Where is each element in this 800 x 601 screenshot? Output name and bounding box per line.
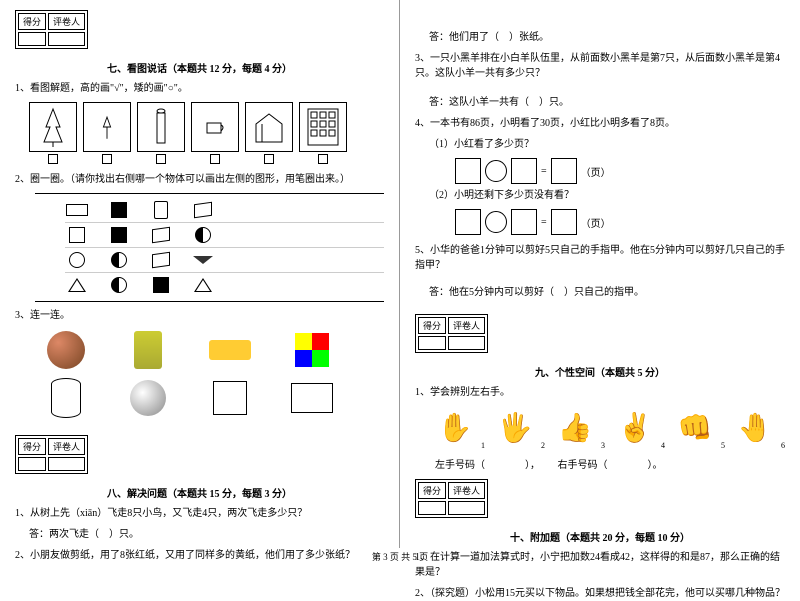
unit-1: （页） xyxy=(581,164,611,179)
hand-icon: ✋ xyxy=(435,406,475,450)
q7-2: 2、圈一圈。（请你找出右侧哪一个物体可以画出左侧的图形，用笔圈出来。） xyxy=(15,172,384,187)
eq-row-1: = （页） xyxy=(455,158,785,184)
q8-1: 1、从树上先（xiān）飞走8只小鸟，又飞走4只，两次飞走多少只？ xyxy=(15,506,384,521)
q8-4-2: （2）小明还剩下多少页没有看？ xyxy=(429,188,785,203)
q8-5-answer: 答：他在5分钟内可以剪好（ ）只自己的指甲。 xyxy=(429,285,785,300)
hand-icon: 👍 xyxy=(555,406,595,450)
hand-icon: ✌ xyxy=(615,406,655,450)
hand-answer: 左手号码（ ）， 右手号码（ ）。 xyxy=(435,456,785,471)
score-box: 得分评卷人 xyxy=(15,10,88,49)
hand-icon: 🤚 xyxy=(735,406,775,450)
q7-1-images xyxy=(29,102,384,164)
hand-icon: 👊 xyxy=(675,406,715,450)
section-8-title: 八、解决问题（本题共 15 分，每题 3 分） xyxy=(15,485,384,500)
unit-2: （页） xyxy=(581,215,611,230)
q8-1-answer: 答：两次飞走（ ）只。 xyxy=(29,527,384,542)
section-7-title: 七、看图说话（本题共 12 分，每题 4 分） xyxy=(15,60,384,75)
eq-row-2: = （页） xyxy=(455,209,785,235)
q10-1: 1、在计算一道加法算式时，小宁把加数24看成42，这样得的和是87，那么正确的结… xyxy=(415,550,785,580)
q8-5: 5、小华的爸爸1分钟可以剪好5只自己的手指甲。他在5分钟内可以剪好几只自己的手指… xyxy=(415,243,785,273)
reviewer-label: 评卷人 xyxy=(48,13,85,30)
q7-3: 3、连一连。 xyxy=(15,308,384,323)
hand-icon: 🖐 xyxy=(495,406,535,450)
q8-4-1: （1）小红看了多少页？ xyxy=(429,137,785,152)
q9-1: 1、学会辨别左右手。 xyxy=(415,385,785,400)
q7-1: 1、看图解题，高的画"√"，矮的画"○"。 xyxy=(15,81,384,96)
hand-row: ✋1 🖐2 👍3 ✌4 👊5 🤚6 xyxy=(435,406,785,450)
score-box-9: 得分评卷人 xyxy=(415,314,488,353)
q7-3-bottom xyxy=(45,377,384,419)
q7-2-grid xyxy=(35,193,384,302)
section-10-title: 十、附加题（本题共 20 分，每题 10 分） xyxy=(415,529,785,544)
score-box-8: 得分评卷人 xyxy=(15,435,88,474)
q8-2: 2、小朋友做剪纸，用了8张红纸，又用了同样多的黄纸，他们用了多少张纸？ xyxy=(15,548,384,563)
score-box-10: 得分评卷人 xyxy=(415,479,488,518)
q8-4: 4、一本书有86页，小明看了30页，小红比小明多看了8页。 xyxy=(415,116,785,131)
section-9-title: 九、个性空间（本题共 5 分） xyxy=(415,364,785,379)
q7-3-top xyxy=(45,329,384,371)
score-label: 得分 xyxy=(18,13,46,30)
q8-3-answer: 答：这队小羊一共有（ ）只。 xyxy=(429,95,785,110)
q10-2: 2、（探究题）小松用15元买以下物品。如果想把钱全部花完，他可以买哪几种物品？ xyxy=(415,586,785,601)
q8-2-answer: 答：他们用了（ ）张纸。 xyxy=(429,30,785,45)
q8-3: 3、一只小黑羊排在小白羊队伍里，从前面数小黑羊是第7只，从后面数小黑羊是第4只。… xyxy=(415,51,785,81)
